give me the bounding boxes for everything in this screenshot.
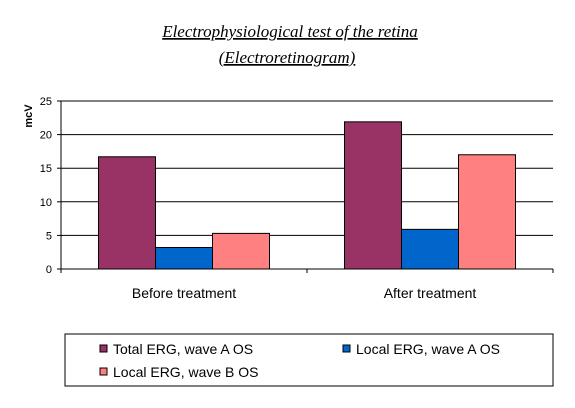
legend-swatch — [342, 344, 351, 353]
bar — [98, 156, 156, 270]
chart-subtitle: (Electroretinogram) — [219, 48, 356, 67]
legend-label: Local ERG, wave B OS — [113, 364, 259, 380]
bar — [344, 121, 402, 270]
category-labels: Before treatment After treatment — [132, 285, 477, 301]
y-tick-label: 5 — [46, 230, 52, 242]
axes — [60, 101, 554, 273]
y-tick-label: 25 — [40, 96, 52, 108]
x-tick-label: Before treatment — [132, 285, 236, 301]
legend-swatch — [99, 367, 108, 376]
legend-label: Total ERG, wave A OS — [113, 341, 253, 357]
y-tick-label: 15 — [40, 163, 52, 175]
y-tick-label: 10 — [40, 197, 52, 209]
bar — [401, 228, 459, 270]
legend-items: Total ERG, wave A OS Local ERG, wave A OS… — [99, 341, 500, 380]
bar — [155, 246, 213, 270]
legend-swatch — [99, 344, 108, 353]
legend-label: Local ERG, wave A OS — [356, 341, 500, 357]
bar — [212, 232, 270, 270]
y-tick-label: 20 — [40, 130, 52, 142]
y-tick-labels: 0 5 10 15 20 25 — [40, 96, 61, 276]
chart-title: Electrophysiological test of the retina — [161, 22, 418, 41]
y-axis-label: mcV — [23, 104, 35, 128]
legend-box — [64, 333, 554, 387]
bars — [98, 121, 516, 270]
bar — [458, 154, 516, 270]
x-tick-label: After treatment — [384, 285, 477, 301]
plot-area: 0 5 10 15 20 25 Before treatment After treatme… — [40, 96, 554, 301]
legend: Total ERG, wave A OS Local ERG, wave A OS… — [64, 333, 554, 387]
y-tick-label: 0 — [46, 264, 52, 276]
